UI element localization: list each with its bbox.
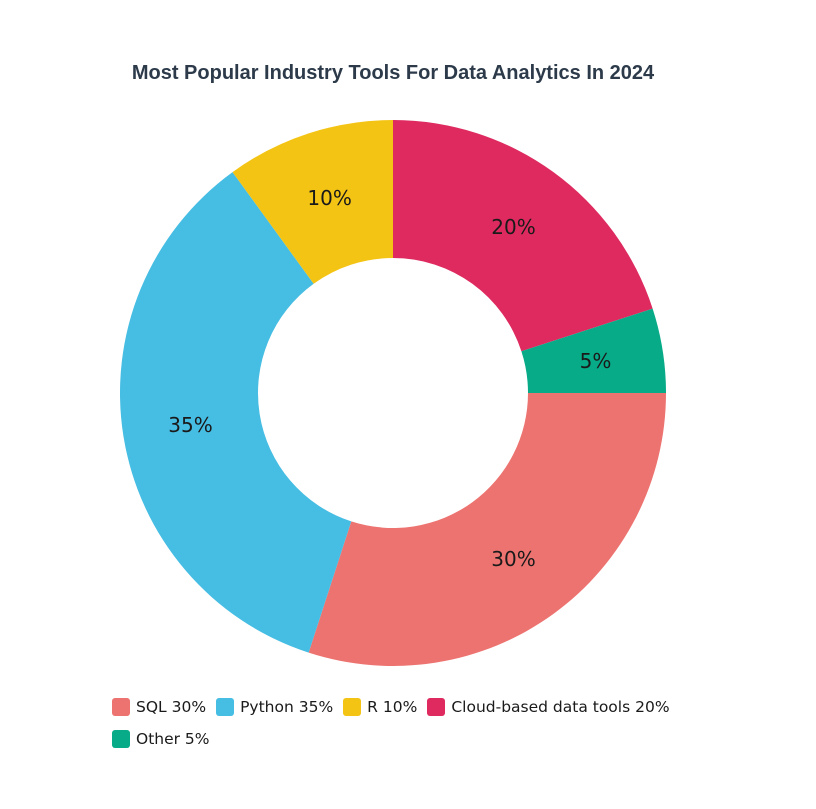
legend-label: Cloud-based data tools 20% [451,698,670,716]
slice-label-r: 10% [307,186,351,210]
legend-item-r[interactable]: R 10% [343,697,417,717]
donut-slices [120,120,666,666]
legend-swatch [216,698,235,716]
slice-label-python: 35% [168,413,212,437]
legend-label: Other 5% [136,730,210,748]
donut-slice-labels: 20% 5% 30% 35% 10% [168,186,611,571]
slice-python [120,172,352,653]
slice-r [232,120,393,284]
legend-label: Python 35% [240,698,334,716]
slice-label-other: 5% [580,349,612,373]
legend-swatch [112,698,130,716]
legend: SQL 30% Python 35% R 10% Cloud-based data t… [112,697,732,749]
legend-item-other[interactable]: Other 5% [112,729,210,749]
chart-title: Most Popular Industry Tools For Data Ana… [131,62,655,84]
legend-swatch [112,730,130,748]
legend-item-python[interactable]: Python 35% [216,697,333,717]
legend-item-sql[interactable]: SQL 30% [112,697,206,717]
legend-swatch [343,698,362,716]
legend-label: SQL 30% [136,698,207,716]
slice-cloud-based-data-tools [393,120,653,352]
slice-other [521,308,666,393]
slice-sql [308,393,666,666]
legend-label: R 10% [367,698,418,716]
slice-label-cloud-based-data-tools: 20% [491,215,535,239]
legend-item-cloud-based-data-tools[interactable]: Cloud-based data tools 20% [427,697,670,717]
slice-label-sql: 30% [491,547,535,571]
legend-swatch [427,698,446,716]
